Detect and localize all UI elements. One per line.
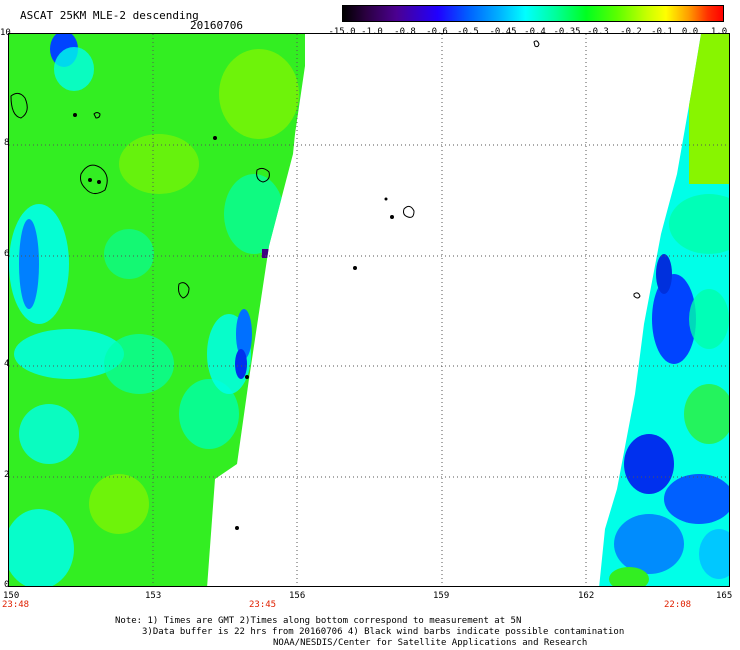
swath-time-label: 23:48	[2, 600, 30, 610]
swath-right	[599, 34, 729, 586]
colorbar-tick: 0.0	[681, 27, 699, 37]
colorbar-tick: -15.0	[328, 27, 356, 37]
footer-note-line1: Note: 1) Times are GMT 2)Times along bot…	[115, 616, 522, 626]
colorbar-tick: -0.45	[489, 27, 517, 37]
y-tick-label: 2	[4, 470, 10, 480]
colorbar-tick: -0.2	[620, 27, 642, 37]
x-tick-label: 153	[145, 591, 162, 601]
swath-left	[9, 34, 305, 586]
colorbar-tick: -0.5	[457, 27, 479, 37]
product-date: 20160706	[190, 19, 243, 32]
x-tick-label: 159	[433, 591, 450, 601]
x-tick-label: 150	[3, 591, 20, 601]
colorbar-tick: -0.3	[587, 27, 609, 37]
colorbar	[342, 5, 724, 22]
footer-credit: NOAA/NESDIS/Center for Satellite Applica…	[273, 638, 588, 648]
grid-lines	[9, 34, 729, 586]
colorbar-tick: -0.6	[426, 27, 448, 37]
y-tick-label: 6	[4, 249, 10, 259]
footer-note-line2: 3)Data buffer is 22 hrs from 20160706 4)…	[142, 627, 625, 637]
map-plot	[8, 33, 730, 587]
swath-time-label: 22:08	[664, 600, 692, 610]
y-tick-label: 0	[4, 580, 10, 590]
colorbar-tick: -0.4	[524, 27, 546, 37]
x-tick-label: 156	[289, 591, 306, 601]
map-canvas	[9, 34, 729, 586]
y-tick-label: 10	[0, 28, 11, 38]
coastlines	[10, 40, 641, 530]
colorbar-tick: -0.8	[394, 27, 416, 37]
swath-time-label: 23:45	[249, 600, 277, 610]
x-tick-label: 165	[716, 591, 733, 601]
colorbar-tick: -1.0	[361, 27, 383, 37]
colorbar-tick: -0.1	[651, 27, 673, 37]
y-tick-label: 4	[4, 359, 10, 369]
colorbar-tick: -0.35	[553, 27, 581, 37]
x-tick-label: 162	[578, 591, 595, 601]
y-tick-label: 8	[4, 138, 10, 148]
product-title: ASCAT 25KM MLE-2 descending	[20, 9, 199, 22]
colorbar-tick: 1.0	[710, 27, 728, 37]
